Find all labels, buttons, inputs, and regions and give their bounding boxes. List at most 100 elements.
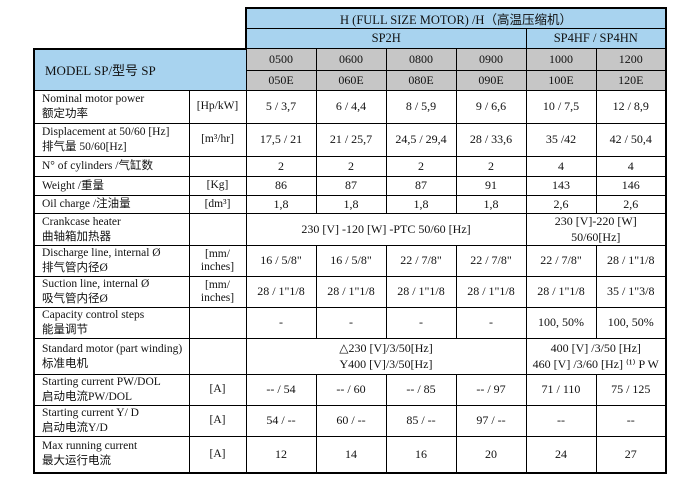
model-cell: 1200 (595, 48, 667, 71)
table-row: MODEL SP/型号 SP 0500 0600 0800 0900 1000 … (33, 47, 667, 91)
value-cell: 21 / 25,7 (315, 123, 387, 157)
value-cell: 22 / 7/8" (385, 245, 457, 278)
unit-cell (188, 212, 247, 247)
value-cell-span: 230 [V]-220 [W] 50/60[Hz] (525, 212, 667, 247)
unit-cell: [A] (188, 436, 247, 474)
table-row: N° of cylinders /气缸数 2 2 2 2 4 4 (33, 156, 667, 177)
value-cell: 2 (245, 156, 317, 177)
table-row: Oil charge /注油量 [dm³] 1,8 1,8 1,8 1,8 2,… (33, 195, 667, 214)
value-cell: 22 / 7/8" (455, 245, 527, 278)
value-cell: 22 / 7/8" (525, 245, 597, 278)
value-cell-span: △230 [V]/3/50[Hz] Y400 [V]/3/50[Hz] (245, 338, 527, 376)
value-cell: - (315, 307, 387, 340)
value-cell: 6 / 4,4 (315, 90, 387, 124)
table-row: Nominal motor power 额定功率 [Hp/kW] 5 / 3,7… (33, 90, 667, 124)
row-label: N° of cylinders /气缸数 (33, 156, 190, 177)
value-cell: 85 / -- (385, 405, 457, 438)
value-cell: 35 / 1"3/8 (595, 276, 667, 309)
value-cell: -- / 97 (455, 374, 527, 407)
value-cell: 2 (315, 156, 387, 177)
model-cell: 0500 (245, 48, 317, 71)
value-cell-span: 400 [V] /3/50 [Hz] 460 [V] /3/60 [Hz] ⁽¹… (525, 338, 667, 376)
value-cell: -- (525, 405, 597, 438)
model-cell: 0600 (315, 48, 387, 71)
value-cell: 87 (315, 176, 387, 196)
value-cell: 28 / 1"1/8 (315, 276, 387, 309)
group-header-sp2h: SP2H (245, 28, 527, 49)
value-cell: 12 (245, 436, 317, 474)
unit-cell: [Kg] (188, 176, 247, 196)
value-cell: 100, 50% (525, 307, 597, 340)
model-cell: 060E (315, 70, 387, 91)
table-row: Weight /重量 [Kg] 86 87 87 91 143 146 (33, 176, 667, 196)
value-cell: 12 / 8,9 (595, 90, 667, 124)
model-cell: 0800 (385, 48, 457, 71)
unit-cell (188, 156, 247, 177)
value-cell: 143 (525, 176, 597, 196)
row-label: Suction line, internal Ø 吸气管内径Ø (33, 276, 190, 309)
value-cell: 42 / 50,4 (595, 123, 667, 157)
row-label: Max running current 最大运行电流 (33, 436, 190, 474)
row-label: Starting current PW/DOL 启动电流PW/DOL (33, 374, 190, 407)
value-cell: 35 /42 (525, 123, 597, 157)
unit-cell: [A] (188, 405, 247, 438)
value-cell: 1,8 (455, 195, 527, 214)
value-cell: 54 / -- (245, 405, 317, 438)
unit-cell: [dm³] (188, 195, 247, 214)
unit-cell: [mm/ inches] (188, 245, 247, 278)
empty-corner (34, 8, 246, 49)
row-label: Oil charge /注油量 (33, 195, 190, 214)
model-cell: 120E (595, 70, 667, 91)
row-label: Standard motor (part winding) 标准电机 (33, 338, 190, 376)
unit-cell: [m³/hr] (188, 123, 247, 157)
value-cell: 14 (315, 436, 387, 474)
model-cell: 100E (525, 70, 597, 91)
value-cell: 16 / 5/8" (245, 245, 317, 278)
value-cell: 60 / -- (315, 405, 387, 438)
table-row: Starting current PW/DOL 启动电流PW/DOL [A] -… (33, 374, 667, 407)
row-label: Weight /重量 (33, 176, 190, 196)
unit-cell (188, 307, 247, 340)
row-label: Nominal motor power 额定功率 (33, 90, 190, 124)
value-cell: 5 / 3,7 (245, 90, 317, 124)
table-row: Capacity control steps 能量调节 - - - - 100,… (33, 307, 667, 340)
value-cell: 4 (595, 156, 667, 177)
value-cell: 28 / 1"1/8 (455, 276, 527, 309)
value-cell: 91 (455, 176, 527, 196)
value-cell: 24,5 / 29,4 (385, 123, 457, 157)
table-row: 050E 060E 080E 090E 100E 120E (34, 70, 667, 91)
value-cell: 2 (385, 156, 457, 177)
value-cell: 146 (595, 176, 667, 196)
row-label: Crankcase heater 曲轴箱加热器 (33, 212, 190, 247)
value-cell: -- / 54 (245, 374, 317, 407)
value-cell: -- / 85 (385, 374, 457, 407)
row-label: Starting current Y/ D 启动电流Y/D (33, 405, 190, 438)
table-row: Displacement at 50/60 [Hz] 排气量 50/60[Hz]… (33, 123, 667, 157)
table-title: H (FULL SIZE MOTOR) /H（高温压缩机） (245, 7, 667, 29)
model-cell: 0900 (455, 48, 527, 71)
table-row: Max running current 最大运行电流 [A] 12 14 16 … (33, 436, 667, 474)
row-label: Displacement at 50/60 [Hz] 排气量 50/60[Hz] (33, 123, 190, 157)
table-row: H (FULL SIZE MOTOR) /H（高温压缩机） (34, 7, 667, 49)
value-cell: 100, 50% (595, 307, 667, 340)
unit-cell (188, 338, 247, 376)
value-cell: 27 (595, 436, 667, 474)
value-cell: 16 / 5/8" (315, 245, 387, 278)
value-cell: -- (595, 405, 667, 438)
unit-cell: [mm/ inches] (188, 276, 247, 309)
value-cell: - (245, 307, 317, 340)
group-header-sp4: SP4HF / SP4HN (525, 28, 667, 49)
value-cell: 28 / 1"1/8 (595, 245, 667, 278)
table-row: Starting current Y/ D 启动电流Y/D [A] 54 / -… (33, 405, 667, 438)
value-cell: 97 / -- (455, 405, 527, 438)
value-cell-span: 230 [V] -120 [W] -PTC 50/60 [Hz] (245, 212, 527, 247)
table-row: Discharge line, internal Ø 排气管内径Ø [mm/ i… (33, 245, 667, 278)
value-cell: 20 (455, 436, 527, 474)
value-cell: 28 / 1"1/8 (525, 276, 597, 309)
model-cell: 050E (245, 70, 317, 91)
value-cell: 28 / 1"1/8 (385, 276, 457, 309)
table-row: Crankcase heater 曲轴箱加热器 230 [V] -120 [W]… (33, 212, 667, 247)
value-cell: -- / 60 (315, 374, 387, 407)
table-row: Suction line, internal Ø 吸气管内径Ø [mm/ inc… (33, 276, 667, 309)
table-row: SP2H SP4HF / SP4HN (34, 28, 667, 49)
